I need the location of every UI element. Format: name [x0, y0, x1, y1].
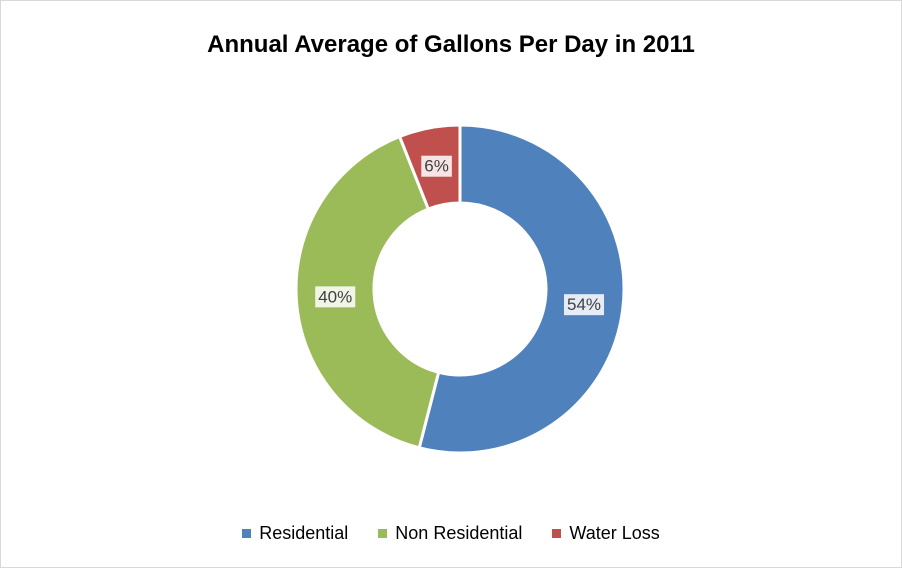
- legend-label-residential: Residential: [259, 523, 349, 543]
- legend: Residential Non Residential Water Loss: [1, 523, 901, 544]
- legend-swatch-non-residential: [378, 529, 388, 538]
- legend-label-non-residential: Non Residential: [395, 523, 523, 543]
- legend-item-water-loss: Water Loss: [552, 523, 660, 544]
- data-label-bg-water-loss: [421, 155, 452, 177]
- legend-swatch-water-loss: [552, 529, 562, 538]
- legend-label-water-loss: Water Loss: [569, 523, 660, 543]
- slice-residential: [417, 123, 626, 455]
- slices-group: [294, 123, 626, 455]
- data-labels-group: 54% 40% 6%: [315, 155, 605, 316]
- slice-non-residential: [294, 135, 441, 450]
- data-label-water-loss: 6%: [424, 157, 449, 176]
- data-label-bg-residential: [563, 294, 605, 316]
- chart-title: Annual Average of Gallons Per Day in 201…: [207, 31, 695, 58]
- data-label-non-residential: 40%: [318, 287, 352, 306]
- legend-item-residential: Residential: [242, 523, 348, 544]
- legend-swatch-residential: [242, 529, 252, 538]
- data-label-bg-non-residential: [315, 286, 356, 308]
- data-label-residential: 54%: [567, 295, 601, 314]
- legend-item-non-residential: Non Residential: [378, 523, 522, 544]
